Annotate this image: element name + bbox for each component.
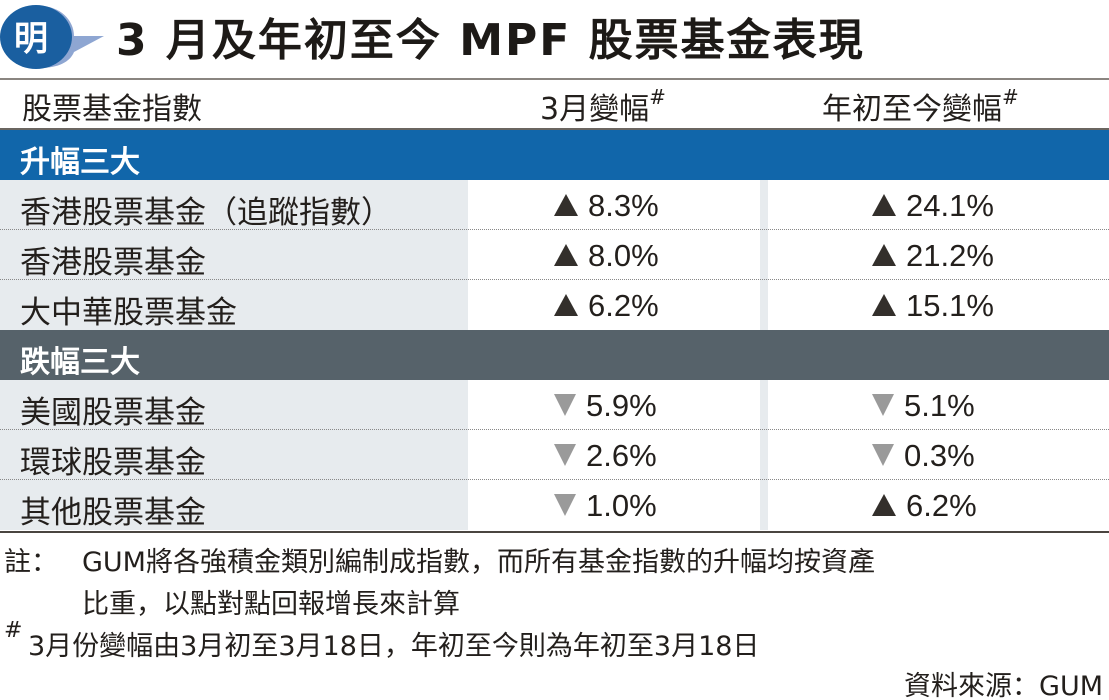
fund-name-cell: 香港股票基金（追蹤指數） (0, 180, 468, 231)
triangle-up-icon (872, 493, 896, 516)
march-change-value: 8.3% (588, 188, 659, 223)
march-change-cell: 6.2% (472, 280, 760, 330)
table-row: 香港股票基金（追蹤指數） 8.3% 24.1% (0, 180, 1109, 231)
fund-name: 其他股票基金 (20, 495, 206, 531)
march-change-cell: 2.6% (472, 430, 760, 480)
divider (0, 531, 1109, 533)
march-change-value: 2.6% (586, 438, 657, 473)
divider (0, 128, 1109, 130)
march-change-value: 5.9% (586, 388, 657, 423)
svg-text:明: 明 (14, 19, 48, 59)
triangle-down-icon (554, 393, 576, 416)
ytd-change-cell: 5.1% (768, 380, 1109, 430)
fund-name-cell: 美國股票基金 (0, 380, 468, 431)
ytd-change-value: 0.3% (904, 438, 975, 473)
triangle-down-icon (872, 443, 894, 466)
section-header: 跌幅三大 (0, 330, 1109, 380)
header-march-change: 3月變幅# (540, 85, 666, 127)
table-row: 大中華股票基金 6.2% 15.1% (0, 280, 1109, 331)
ytd-change-cell: 15.1% (768, 280, 1109, 330)
hash-mark: # (4, 618, 23, 643)
row-divider (0, 229, 1109, 230)
fund-name-cell: 香港股票基金 (0, 230, 468, 281)
ytd-change-value: 15.1% (906, 288, 994, 323)
row-divider (0, 479, 1109, 480)
ytd-change-cell: 21.2% (768, 230, 1109, 280)
fund-name: 大中華股票基金 (20, 295, 237, 331)
note-text-cont: 比重，以點對點回報增長來計算 (82, 589, 460, 620)
fund-name: 環球股票基金 (20, 445, 206, 481)
triangle-up-icon (554, 243, 578, 266)
triangle-down-icon (554, 443, 576, 466)
ytd-change-cell: 6.2% (768, 480, 1109, 530)
triangle-up-icon (872, 243, 896, 266)
ytd-change-value: 21.2% (906, 238, 994, 273)
fund-name: 香港股票基金（追蹤指數） (20, 195, 392, 231)
header-fund-index: 股票基金指數 (22, 92, 202, 127)
march-change-value: 6.2% (588, 288, 659, 323)
ytd-change-cell: 0.3% (768, 430, 1109, 480)
march-change-cell: 8.3% (472, 180, 760, 230)
header-ytd-change: 年初至今變幅# (822, 85, 1019, 127)
section-label: 升幅三大 (20, 145, 140, 180)
table-row: 香港股票基金 8.0% 21.2% (0, 230, 1109, 281)
fund-name-cell: 環球股票基金 (0, 430, 468, 481)
fund-name-cell: 其他股票基金 (0, 480, 468, 531)
triangle-up-icon (554, 193, 578, 216)
march-change-value: 1.0% (586, 488, 657, 523)
table-row: 其他股票基金 1.0% 6.2% (0, 480, 1109, 531)
march-change-cell: 1.0% (472, 480, 760, 530)
fund-name: 香港股票基金 (20, 245, 206, 281)
march-change-cell: 5.9% (472, 380, 760, 430)
source: 資料來源：GUM (904, 671, 1103, 700)
fund-name: 美國股票基金 (20, 395, 206, 431)
table-row: 美國股票基金 5.9% 5.1% (0, 380, 1109, 431)
ytd-change-value: 6.2% (906, 488, 977, 523)
triangle-up-icon (872, 293, 896, 316)
note-text: GUM將各強積金類別編制成指數，而所有基金指數的升幅均按資產 (82, 547, 875, 578)
row-divider (0, 279, 1109, 280)
triangle-up-icon (872, 193, 896, 216)
fund-name-cell: 大中華股票基金 (0, 280, 468, 331)
triangle-down-icon (872, 393, 894, 416)
ytd-change-value: 24.1% (906, 188, 994, 223)
section-header: 升幅三大 (0, 130, 1109, 180)
march-change-value: 8.0% (588, 238, 659, 273)
note-label: 註： (4, 547, 58, 578)
row-divider (0, 429, 1109, 430)
triangle-down-icon (554, 493, 576, 516)
hash-note: 3月份變幅由3月初至3月18日，年初至今則為年初至3月18日 (28, 631, 760, 662)
page-title: 3 月及年初至今 MPF 股票基金表現 (116, 15, 865, 66)
divider (0, 78, 1109, 80)
ytd-change-cell: 24.1% (768, 180, 1109, 230)
newspaper-logo: 明 (0, 5, 104, 69)
triangle-up-icon (554, 293, 578, 316)
table-row: 環球股票基金 2.6% 0.3% (0, 430, 1109, 481)
ytd-change-value: 5.1% (904, 388, 975, 423)
march-change-cell: 8.0% (472, 230, 760, 280)
section-label: 跌幅三大 (20, 345, 140, 380)
